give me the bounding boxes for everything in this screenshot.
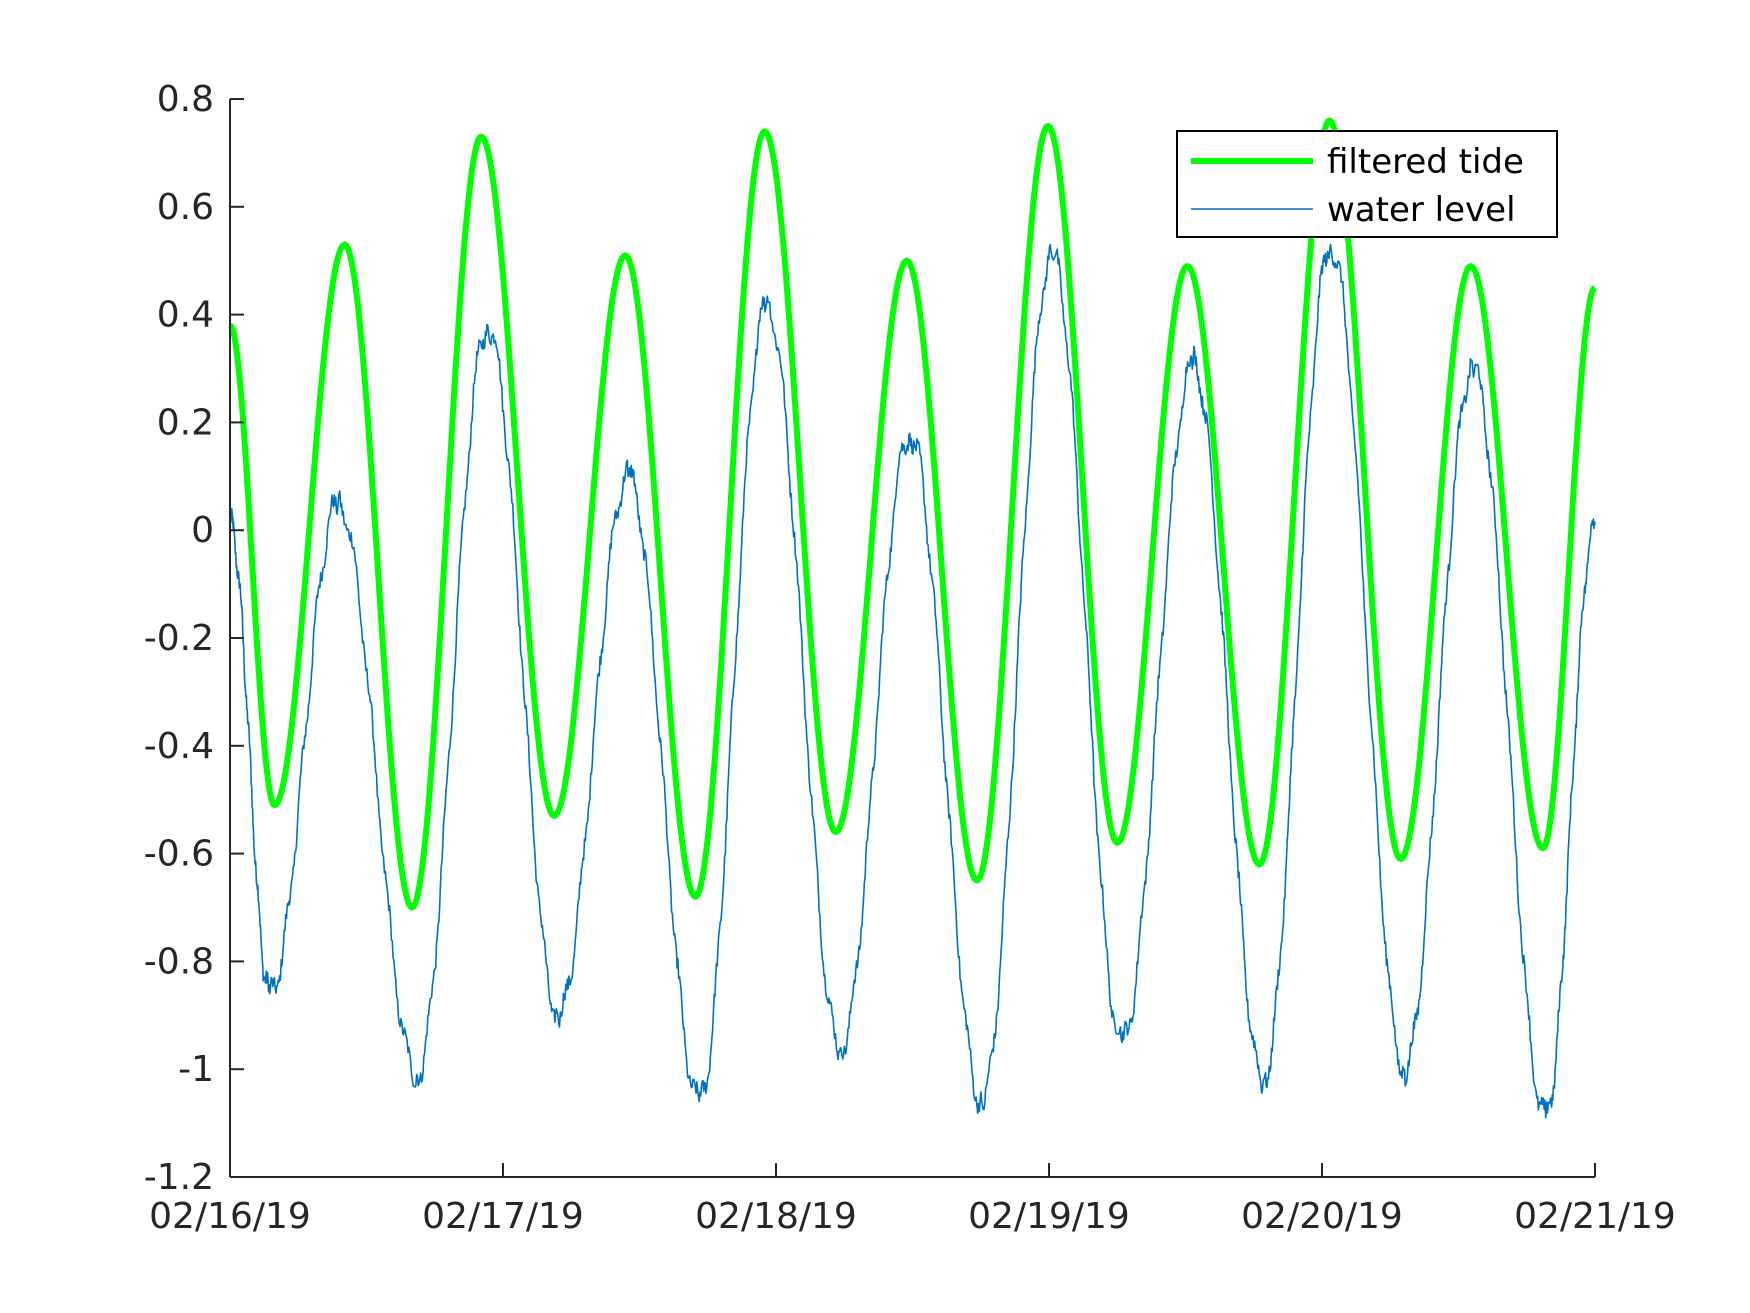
x-tick-label: 02/17/19	[422, 1196, 584, 1237]
x-tick-label: 02/18/19	[695, 1196, 857, 1237]
x-tick-label: 02/21/19	[1514, 1196, 1676, 1237]
y-tick-label: 0.4	[157, 295, 214, 336]
series-layer	[228, 117, 1597, 1119]
y-tick-label: -0.2	[144, 618, 214, 659]
legend-box	[1176, 130, 1558, 238]
y-tick-label: 0.2	[157, 402, 214, 443]
series-line-filtered-tide	[228, 117, 1597, 911]
x-tick-label: 02/20/19	[1241, 1196, 1403, 1237]
series-line-water-level	[229, 243, 1596, 1119]
axes: 0.8 0.6 0.4 0.2 0 -0.2 -0.4 -0.6 -0.8 -1 -1.202/16…	[144, 79, 1676, 1237]
y-tick-label: 0	[191, 510, 214, 551]
legend-label: filtered tide	[1327, 142, 1524, 182]
x-tick-label: 02/16/19	[149, 1196, 311, 1237]
y-tick-label: -1	[178, 1049, 214, 1090]
x-tick-label: 02/19/19	[968, 1196, 1130, 1237]
y-tick-label: 0.6	[157, 187, 214, 228]
legend: filtered tide water level	[1176, 130, 1558, 238]
y-tick-label: 0.8	[157, 79, 214, 120]
y-tick-label: -0.8	[144, 941, 214, 982]
legend-label: water level	[1327, 190, 1516, 230]
y-tick-label: -1.2	[144, 1157, 214, 1198]
y-tick-label: -0.4	[144, 726, 214, 767]
y-tick-label: -0.6	[144, 834, 214, 875]
